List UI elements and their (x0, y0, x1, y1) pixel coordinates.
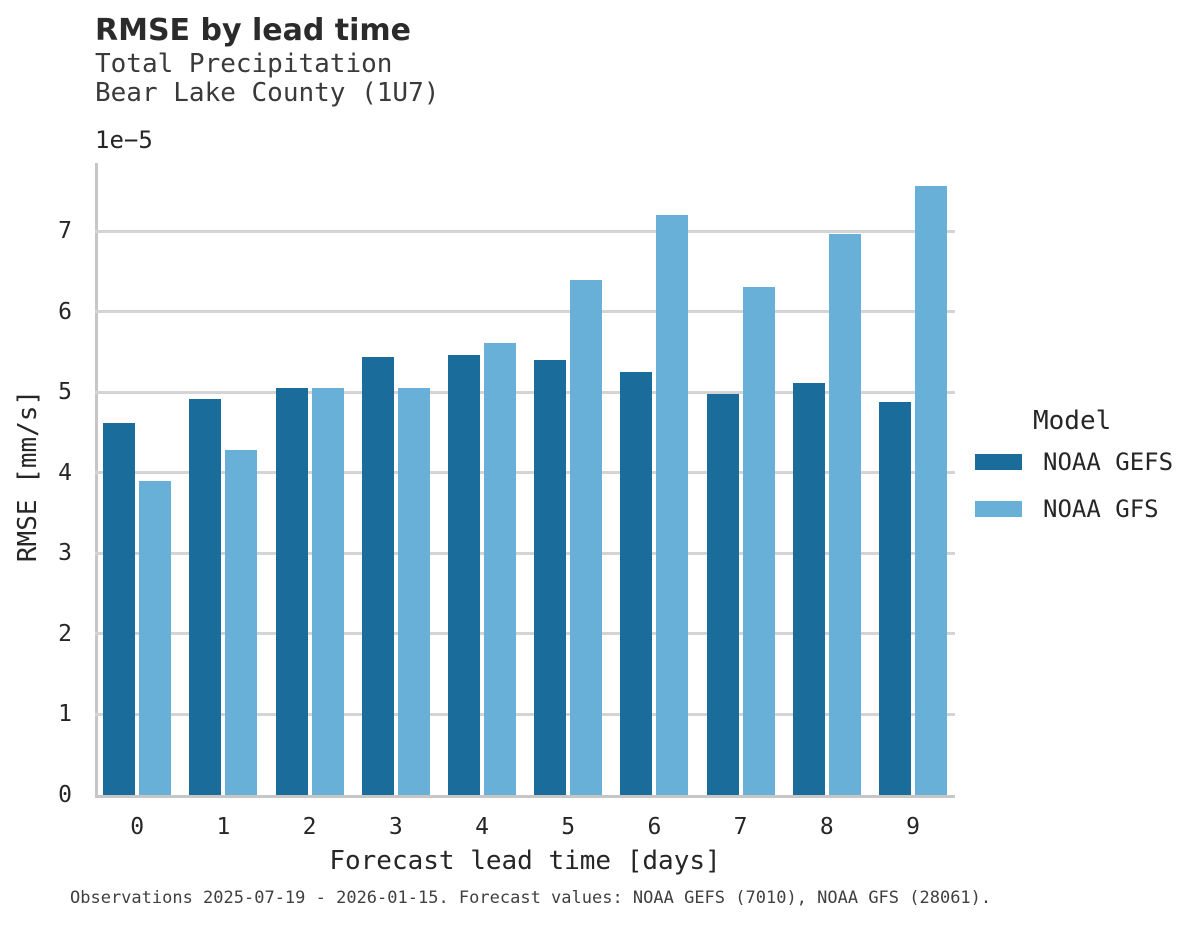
legend-label-gfs: NOAA GFS (1043, 495, 1159, 523)
bar-noaa-gefs-day-3 (361, 357, 394, 795)
x-tick-label-6: 6 (647, 814, 662, 840)
x-tick-label-1: 1 (216, 814, 231, 840)
y-axis-offset-label: 1e−5 (95, 126, 153, 154)
gridline-y1 (95, 713, 955, 716)
bar-noaa-gefs-day-0 (103, 423, 136, 795)
x-axis-spine (95, 795, 955, 798)
bar-noaa-gfs-day-0 (139, 481, 172, 795)
x-tick-label-0: 0 (130, 814, 145, 840)
bar-noaa-gefs-day-5 (534, 360, 567, 795)
bar-noaa-gfs-day-1 (225, 450, 258, 795)
y-tick-label-0: 0 (58, 782, 72, 808)
legend-title: Model (1033, 406, 1112, 436)
gridline-y5 (95, 390, 955, 394)
x-tick-label-2: 2 (302, 814, 317, 840)
gridline-y4 (95, 471, 955, 475)
bar-noaa-gefs-day-1 (189, 398, 222, 795)
bar-noaa-gfs-day-4 (484, 343, 516, 795)
bar-noaa-gfs-day-8 (828, 233, 861, 795)
legend-label-gefs: NOAA GEFS (1043, 448, 1174, 476)
chart-subtitle: Total Precipitation Bear Lake County (1U7… (95, 50, 439, 108)
bar-noaa-gfs-day-6 (656, 215, 689, 795)
bar-noaa-gfs-day-5 (570, 279, 603, 795)
chart-subtitle-line2: Bear Lake County (1U7) (95, 78, 440, 108)
legend-entry-gefs: NOAA GEFS (975, 448, 1190, 476)
bar-noaa-gefs-day-9 (879, 402, 911, 795)
y-axis-spine (95, 163, 98, 798)
bar-noaa-gefs-day-7 (706, 394, 739, 795)
bar-noaa-gefs-day-8 (792, 382, 825, 795)
plot-area (95, 163, 955, 798)
x-tick-label-3: 3 (388, 814, 403, 840)
bar-noaa-gfs-day-3 (397, 387, 430, 795)
x-tick-label-8: 8 (819, 814, 834, 840)
x-tick-label-9: 9 (906, 814, 920, 840)
chart-title: RMSE by lead time (95, 13, 411, 48)
y-tick-label-4: 4 (58, 459, 72, 486)
bar-noaa-gfs-day-9 (915, 185, 947, 795)
y-tick-label-1: 1 (58, 701, 72, 728)
legend-entry-gfs: NOAA GFS (975, 495, 1190, 523)
y-tick-label-3: 3 (58, 540, 72, 567)
x-axis-title: Forecast lead time [days] (329, 846, 721, 876)
gridline-y2 (95, 632, 955, 636)
x-tick-label-4: 4 (475, 814, 489, 840)
bar-noaa-gfs-day-7 (742, 287, 775, 795)
gridline-y6 (95, 310, 955, 314)
y-tick-label-5: 5 (58, 379, 72, 406)
legend-swatch-gefs (975, 454, 1022, 470)
y-tick-label-6: 6 (58, 298, 72, 325)
bar-noaa-gefs-day-6 (620, 372, 653, 795)
x-tick-label-7: 7 (733, 814, 748, 840)
bar-noaa-gefs-day-2 (275, 388, 308, 795)
y-tick-label-2: 2 (58, 620, 72, 647)
chart-subtitle-line1: Total Precipitation (95, 49, 393, 79)
legend-swatch-gfs (975, 501, 1022, 517)
gridline-y7 (95, 229, 955, 233)
gridline-y3 (95, 551, 955, 555)
bar-noaa-gefs-day-4 (448, 354, 480, 795)
observations-footnote: Observations 2025-07-19 - 2026-01-15. Fo… (70, 888, 992, 908)
x-tick-label-5: 5 (561, 814, 576, 840)
legend: Model NOAA GEFS NOAA GFS (975, 406, 1190, 542)
bar-noaa-gfs-day-2 (311, 387, 344, 795)
y-tick-label-7: 7 (58, 218, 72, 245)
